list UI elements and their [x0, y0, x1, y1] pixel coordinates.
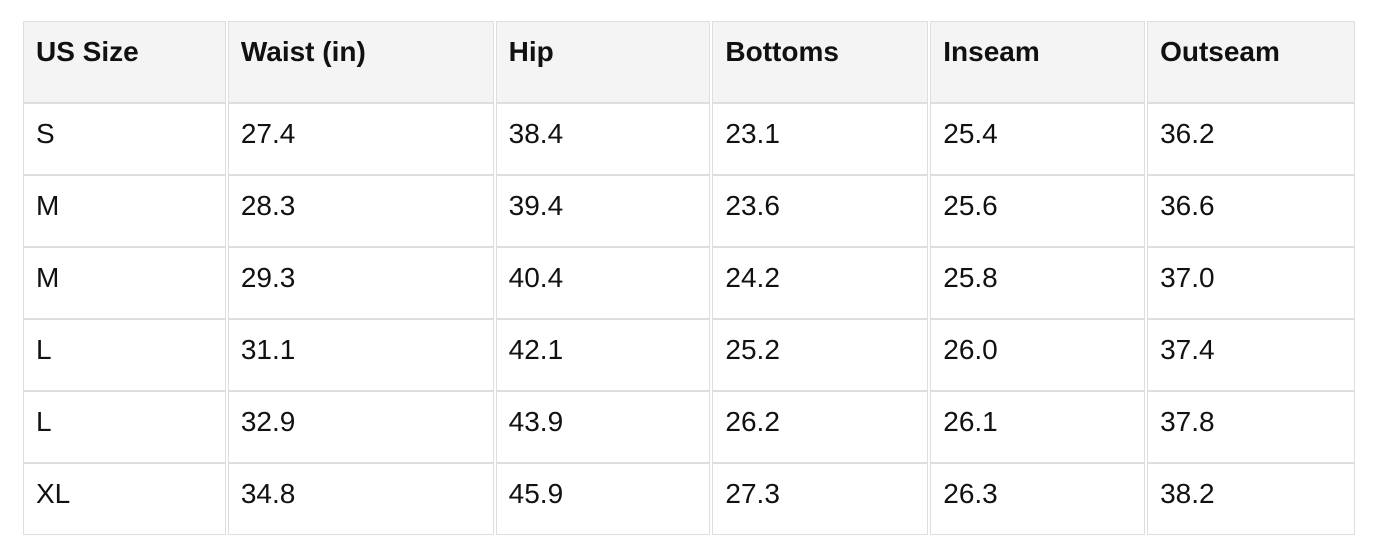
cell-outseam: 37.4	[1147, 319, 1355, 391]
cell-inseam: 25.6	[930, 175, 1146, 247]
cell-waist: 28.3	[227, 175, 494, 247]
cell-waist: 32.9	[227, 391, 494, 463]
table-row: S 27.4 38.4 23.1 25.4 36.2	[23, 103, 1355, 175]
table-row: L 32.9 43.9 26.2 26.1 37.8	[23, 391, 1355, 463]
column-header-us-size: US Size	[23, 21, 226, 103]
cell-outseam: 38.2	[1147, 463, 1355, 535]
table-row: M 29.3 40.4 24.2 25.8 37.0	[23, 247, 1355, 319]
column-header-bottoms: Bottoms	[712, 21, 929, 103]
cell-outseam: 36.6	[1147, 175, 1355, 247]
cell-waist: 31.1	[227, 319, 494, 391]
cell-bottoms: 24.2	[712, 247, 929, 319]
size-chart-table: US Size Waist (in) Hip Bottoms Inseam Ou…	[21, 21, 1357, 535]
cell-bottoms: 25.2	[712, 319, 929, 391]
cell-waist: 29.3	[227, 247, 494, 319]
cell-hip: 42.1	[495, 319, 711, 391]
cell-us-size: M	[23, 247, 226, 319]
cell-inseam: 25.8	[930, 247, 1146, 319]
cell-inseam: 26.1	[930, 391, 1146, 463]
cell-hip: 43.9	[495, 391, 711, 463]
cell-outseam: 37.8	[1147, 391, 1355, 463]
table-row: L 31.1 42.1 25.2 26.0 37.4	[23, 319, 1355, 391]
cell-waist: 34.8	[227, 463, 494, 535]
cell-hip: 39.4	[495, 175, 711, 247]
cell-outseam: 36.2	[1147, 103, 1355, 175]
table-row: XL 34.8 45.9 27.3 26.3 38.2	[23, 463, 1355, 535]
cell-bottoms: 26.2	[712, 391, 929, 463]
cell-inseam: 26.3	[930, 463, 1146, 535]
column-header-waist: Waist (in)	[227, 21, 494, 103]
cell-us-size: XL	[23, 463, 226, 535]
column-header-inseam: Inseam	[930, 21, 1146, 103]
table-header: US Size Waist (in) Hip Bottoms Inseam Ou…	[23, 21, 1355, 103]
cell-outseam: 37.0	[1147, 247, 1355, 319]
table-body: S 27.4 38.4 23.1 25.4 36.2 M 28.3 39.4 2…	[23, 103, 1355, 535]
cell-hip: 40.4	[495, 247, 711, 319]
header-row: US Size Waist (in) Hip Bottoms Inseam Ou…	[23, 21, 1355, 103]
cell-us-size: S	[23, 103, 226, 175]
cell-bottoms: 23.1	[712, 103, 929, 175]
cell-us-size: L	[23, 391, 226, 463]
column-header-outseam: Outseam	[1147, 21, 1355, 103]
cell-bottoms: 27.3	[712, 463, 929, 535]
cell-inseam: 25.4	[930, 103, 1146, 175]
cell-hip: 45.9	[495, 463, 711, 535]
cell-us-size: L	[23, 319, 226, 391]
cell-waist: 27.4	[227, 103, 494, 175]
cell-hip: 38.4	[495, 103, 711, 175]
cell-inseam: 26.0	[930, 319, 1146, 391]
column-header-hip: Hip	[495, 21, 711, 103]
cell-bottoms: 23.6	[712, 175, 929, 247]
table-row: M 28.3 39.4 23.6 25.6 36.6	[23, 175, 1355, 247]
cell-us-size: M	[23, 175, 226, 247]
